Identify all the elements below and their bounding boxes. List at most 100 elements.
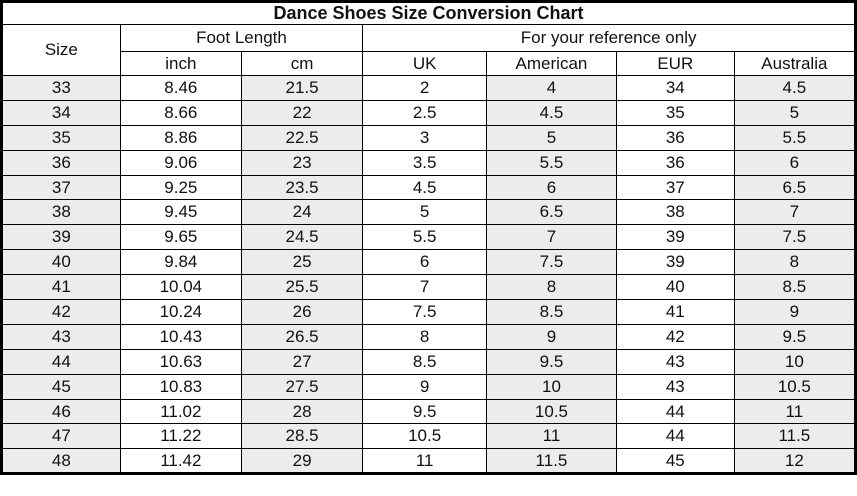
cell-uk: 11: [362, 448, 488, 475]
col-group-reference-only: For your reference only: [362, 24, 856, 52]
cell-cm: 26.5: [240, 323, 364, 350]
cell-american: 9: [486, 323, 617, 350]
cell-australia: 5.5: [733, 124, 857, 151]
cell-eur: 44: [615, 398, 735, 425]
cell-eur: 36: [615, 149, 735, 176]
col-header-australia: Australia: [733, 51, 857, 76]
table-row: 46 11.02 28 9.5 10.5 44 11: [1, 398, 857, 425]
cell-eur: 39: [615, 224, 735, 251]
cell-cm: 28: [240, 398, 364, 425]
cell-american: 6: [486, 174, 617, 201]
cell-australia: 5: [733, 99, 857, 126]
cell-size: 37: [1, 174, 121, 201]
sub-header-row: inch cm UK American EUR Australia: [2, 51, 857, 76]
cell-uk: 5: [362, 199, 488, 226]
cell-american: 10: [486, 373, 617, 400]
cell-inch: 8.86: [119, 124, 242, 151]
cell-inch: 9.84: [119, 249, 242, 276]
cell-uk: 2: [362, 75, 488, 101]
cell-australia: 7: [733, 199, 857, 226]
cell-size: 46: [1, 398, 121, 425]
cell-eur: 43: [615, 348, 735, 375]
cell-cm: 23: [240, 149, 364, 176]
cell-australia: 9.5: [733, 323, 857, 350]
cell-inch: 9.65: [119, 224, 242, 251]
table-row: 34 8.66 22 2.5 4.5 35 5: [1, 99, 857, 126]
cell-eur: 36: [615, 124, 735, 151]
cell-inch: 9.25: [119, 174, 242, 201]
table-row: 36 9.06 23 3.5 5.5 36 6: [1, 149, 857, 176]
cell-american: 7: [486, 224, 617, 251]
cell-cm: 27.5: [240, 373, 364, 400]
cell-cm: 25.5: [240, 274, 364, 301]
table-header: Dance Shoes Size Conversion Chart Size F…: [1, 1, 857, 76]
cell-australia: 10.5: [733, 373, 857, 400]
cell-uk: 2.5: [362, 99, 488, 126]
cell-american: 11: [486, 423, 617, 450]
cell-american: 4.5: [486, 99, 617, 126]
cell-australia: 6.5: [733, 174, 857, 201]
cell-size: 45: [1, 373, 121, 400]
cell-cm: 21.5: [240, 75, 364, 101]
table-row: 40 9.84 25 6 7.5 39 8: [1, 249, 857, 276]
table-row: 41 10.04 25.5 7 8 40 8.5: [1, 274, 857, 301]
cell-eur: 38: [615, 199, 735, 226]
cell-eur: 45: [615, 448, 735, 475]
col-header-american: American: [486, 51, 617, 76]
cell-uk: 7: [362, 274, 488, 301]
table-row: 45 10.83 27.5 9 10 43 10.5: [1, 373, 857, 400]
table-row: 39 9.65 24.5 5.5 7 39 7.5: [1, 224, 857, 251]
table-row: 48 11.42 29 11 11.5 45 12: [1, 448, 857, 475]
table-row: 38 9.45 24 5 6.5 38 7: [1, 199, 857, 226]
table-row: 44 10.63 27 8.5 9.5 43 10: [1, 348, 857, 375]
cell-uk: 8.5: [362, 348, 488, 375]
cell-inch: 10.43: [119, 323, 242, 350]
cell-inch: 8.46: [119, 75, 242, 101]
cell-cm: 22: [240, 99, 364, 126]
cell-size: 42: [1, 299, 121, 325]
cell-size: 38: [1, 199, 121, 226]
cell-american: 8.5: [486, 299, 617, 325]
cell-american: 6.5: [486, 199, 617, 226]
chart-title: Dance Shoes Size Conversion Chart: [1, 1, 856, 25]
table-row: 43 10.43 26.5 8 9 42 9.5: [1, 323, 857, 350]
cell-american: 11.5: [486, 448, 617, 475]
cell-uk: 8: [362, 323, 488, 350]
table-body: 33 8.46 21.5 2 4 34 4.5 34 8.66 22 2.5 4.5 35 5 35 8.86…: [1, 75, 857, 475]
cell-inch: 9.06: [119, 149, 242, 176]
cell-american: 8: [486, 274, 617, 301]
col-header-uk: UK: [362, 51, 488, 76]
cell-australia: 8: [733, 249, 857, 276]
cell-uk: 5.5: [362, 224, 488, 251]
cell-size: 47: [1, 423, 121, 450]
col-header-size: Size: [1, 24, 121, 76]
cell-size: 43: [1, 323, 121, 350]
table-row: 42 10.24 26 7.5 8.5 41 9: [1, 299, 857, 325]
table-row: 37 9.25 23.5 4.5 6 37 6.5: [1, 174, 857, 201]
cell-american: 4: [486, 75, 617, 101]
cell-american: 10.5: [486, 398, 617, 425]
table-row: 33 8.46 21.5 2 4 34 4.5: [1, 75, 857, 101]
cell-size: 44: [1, 348, 121, 375]
cell-australia: 6: [733, 149, 857, 176]
cell-inch: 11.42: [119, 448, 242, 475]
cell-uk: 10.5: [362, 423, 488, 450]
cell-eur: 37: [615, 174, 735, 201]
cell-cm: 24.5: [240, 224, 364, 251]
conversion-table: Dance Shoes Size Conversion Chart Size F…: [0, 0, 857, 476]
table-row: 47 11.22 28.5 10.5 11 44 11.5: [1, 423, 857, 450]
cell-cm: 26: [240, 299, 364, 325]
cell-inch: 10.24: [119, 299, 242, 325]
cell-inch: 10.04: [119, 274, 242, 301]
cell-uk: 3.5: [362, 149, 488, 176]
cell-cm: 27: [240, 348, 364, 375]
cell-australia: 11: [733, 398, 857, 425]
cell-uk: 4.5: [362, 174, 488, 201]
cell-australia: 8.5: [733, 274, 857, 301]
cell-australia: 4.5: [733, 75, 857, 101]
col-header-eur: EUR: [615, 51, 735, 76]
cell-eur: 42: [615, 323, 735, 350]
cell-uk: 9: [362, 373, 488, 400]
cell-size: 33: [1, 75, 121, 101]
col-header-inch: inch: [119, 51, 242, 76]
